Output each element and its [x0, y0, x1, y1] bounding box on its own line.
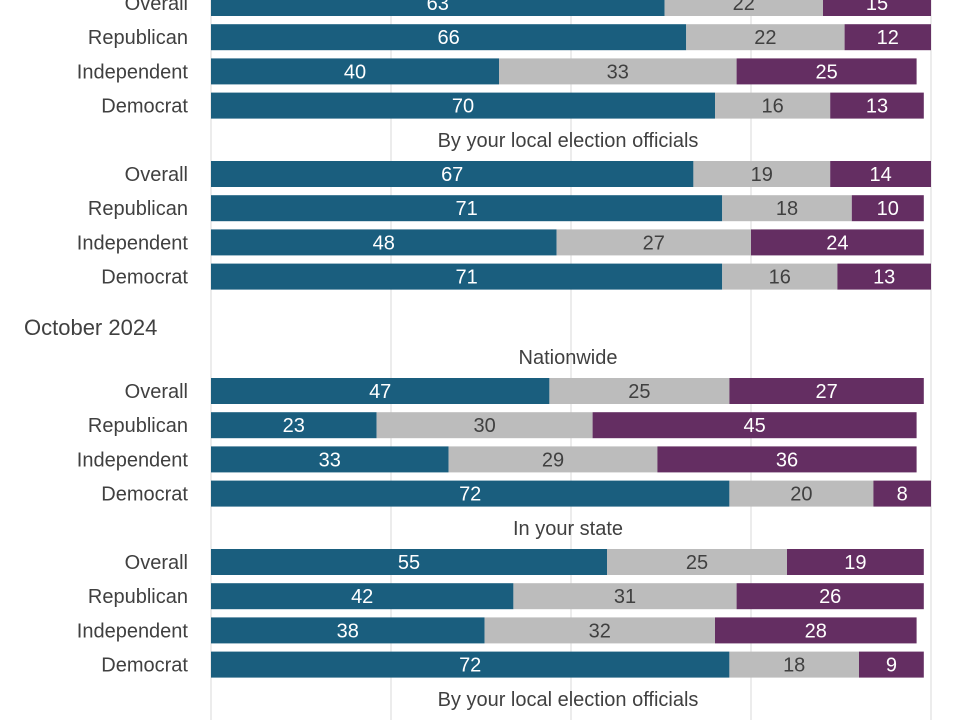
row-label: Overall: [125, 0, 188, 15]
row-label: Republican: [88, 415, 188, 437]
data-label: 12: [877, 27, 899, 49]
row-label: Democrat: [101, 484, 188, 506]
data-label: 27: [643, 232, 665, 254]
group-title: Nationwide: [519, 347, 618, 369]
row-label: Overall: [125, 381, 188, 403]
data-label: 71: [455, 198, 477, 220]
data-label: 71: [455, 267, 477, 289]
data-label: 8: [897, 484, 908, 506]
data-label: 29: [542, 449, 564, 471]
row-label: Democrat: [101, 267, 188, 289]
data-label: 20: [790, 484, 812, 506]
row-label: Republican: [88, 586, 188, 608]
data-label: 70: [452, 96, 474, 118]
data-label: 14: [869, 164, 891, 186]
data-label: 36: [776, 449, 798, 471]
data-label: 27: [815, 381, 837, 403]
data-label: 67: [441, 164, 463, 186]
row-label: Independent: [77, 620, 189, 642]
row-label: Independent: [77, 449, 189, 471]
data-label: 45: [743, 415, 765, 437]
data-label: 23: [283, 415, 305, 437]
data-label: 22: [733, 0, 755, 15]
data-label: 16: [761, 96, 783, 118]
data-label: 13: [866, 96, 888, 118]
data-label: 66: [437, 27, 459, 49]
data-label: 16: [769, 267, 791, 289]
data-label: 33: [319, 449, 341, 471]
row-label: Overall: [125, 164, 188, 186]
data-label: 25: [686, 552, 708, 574]
data-label: 31: [614, 586, 636, 608]
data-label: 15: [866, 0, 888, 15]
data-label: 18: [776, 198, 798, 220]
data-label: 48: [373, 232, 395, 254]
row-label: Democrat: [101, 655, 188, 677]
data-label: 40: [344, 61, 366, 83]
data-label: 47: [369, 381, 391, 403]
row-label: Republican: [88, 27, 188, 49]
data-label: 22: [754, 27, 776, 49]
data-label: 19: [844, 552, 866, 574]
row-label: Independent: [77, 232, 189, 254]
row-label: Overall: [125, 552, 188, 574]
group-title: By your local election officials: [438, 130, 699, 152]
data-label: 42: [351, 586, 373, 608]
data-label: 25: [628, 381, 650, 403]
group-title: By your local election officials: [438, 689, 699, 711]
data-label: 72: [459, 484, 481, 506]
data-label: 63: [427, 0, 449, 15]
data-label: 19: [751, 164, 773, 186]
data-label: 10: [877, 198, 899, 220]
data-label: 26: [819, 586, 841, 608]
data-label: 18: [783, 655, 805, 677]
group-title: In your state: [513, 518, 623, 540]
section-label: October 2024: [24, 315, 157, 340]
data-label: 38: [337, 620, 359, 642]
data-label: 72: [459, 655, 481, 677]
data-label: 28: [805, 620, 827, 642]
data-label: 30: [473, 415, 495, 437]
data-label: 24: [826, 232, 848, 254]
data-label: 13: [873, 267, 895, 289]
data-label: 33: [607, 61, 629, 83]
data-label: 9: [886, 655, 897, 677]
data-label: 55: [398, 552, 420, 574]
chart-marks: Overall 63 22 15 Republican 66 22 12 Independent…: [24, 0, 931, 720]
stacked-bar-chart: Overall 63 22 15 Republican 66 22 12 Independent…: [0, 0, 980, 720]
row-label: Republican: [88, 198, 188, 220]
data-label: 25: [815, 61, 837, 83]
data-label: 32: [589, 620, 611, 642]
row-label: Independent: [77, 61, 189, 83]
row-label: Democrat: [101, 96, 188, 118]
